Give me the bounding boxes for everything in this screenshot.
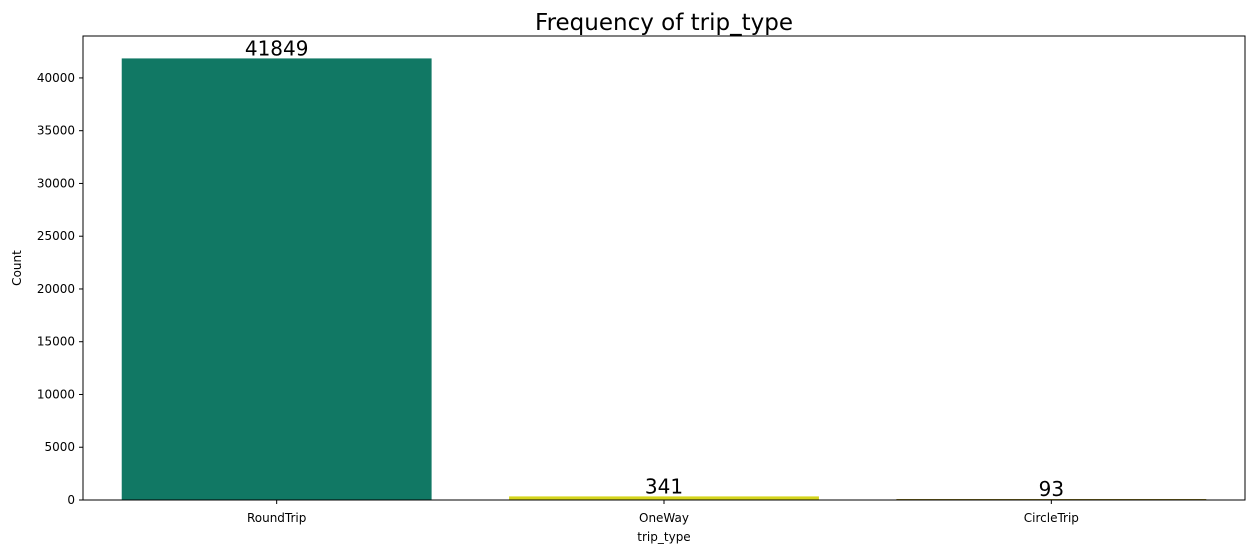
- x-axis-title: trip_type: [637, 530, 690, 544]
- x-axis: RoundTrip OneWay CircleTrip: [247, 500, 1079, 525]
- data-label-roundtrip: 41849: [245, 36, 309, 60]
- bar-roundtrip: [121, 58, 432, 501]
- data-label-oneway: 341: [645, 474, 683, 498]
- y-tick-label: 35000: [37, 124, 75, 138]
- chart-title: Frequency of trip_type: [535, 10, 793, 36]
- y-tick-label: 10000: [37, 387, 75, 401]
- bar-oneway: [509, 496, 819, 500]
- y-tick-label: 0: [67, 493, 75, 507]
- data-labels-group: 41849 341 93: [245, 36, 1064, 501]
- x-tick-label: CircleTrip: [1024, 511, 1079, 525]
- y-axis: 0 5000 10000 15000 20000 25000 30000 35000 40000: [37, 71, 83, 507]
- x-tick-label: OneWay: [639, 511, 689, 525]
- y-tick-label: 25000: [37, 229, 75, 243]
- bars-group: [121, 58, 1207, 501]
- y-tick-label: 30000: [37, 176, 75, 190]
- y-axis-title: Count: [10, 250, 24, 286]
- data-label-circletrip: 93: [1039, 477, 1064, 501]
- y-tick-label: 20000: [37, 282, 75, 296]
- y-tick-label: 15000: [37, 335, 75, 349]
- y-tick-label: 40000: [37, 71, 75, 85]
- x-tick-label: RoundTrip: [247, 511, 306, 525]
- y-tick-label: 5000: [44, 440, 75, 454]
